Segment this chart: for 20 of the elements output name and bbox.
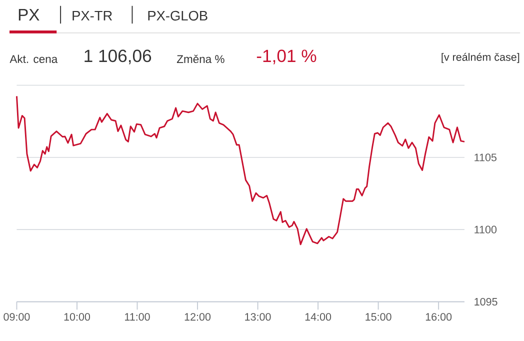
x-tick-label: 13:00 (245, 313, 271, 321)
text: 1 106,06 (84, 50, 152, 64)
text: [v reálném čase] (442, 53, 520, 64)
text: PX (18, 9, 40, 21)
text: -1,01 % (256, 50, 316, 64)
x-tick-label: 09:00 (4, 313, 30, 321)
text: Změna % (176, 54, 224, 64)
x-tick-label: 11:00 (124, 313, 150, 321)
y-tick-label: 1100 (474, 226, 497, 234)
y-tick-label: 1095 (474, 298, 498, 306)
text: PX-TR (72, 11, 112, 21)
y-tick-label: 1105 (474, 154, 496, 162)
x-tick-label: 16:00 (426, 313, 452, 321)
x-tick-label: 10:00 (64, 313, 90, 321)
line-series (16, 96, 466, 246)
x-tick-label: 12:00 (184, 313, 211, 321)
x-tick-label: 15:00 (366, 313, 392, 321)
x-tick-label: 14:00 (305, 313, 332, 321)
text: Akt. cena (10, 54, 58, 64)
text: PX-GLOB (148, 10, 208, 21)
